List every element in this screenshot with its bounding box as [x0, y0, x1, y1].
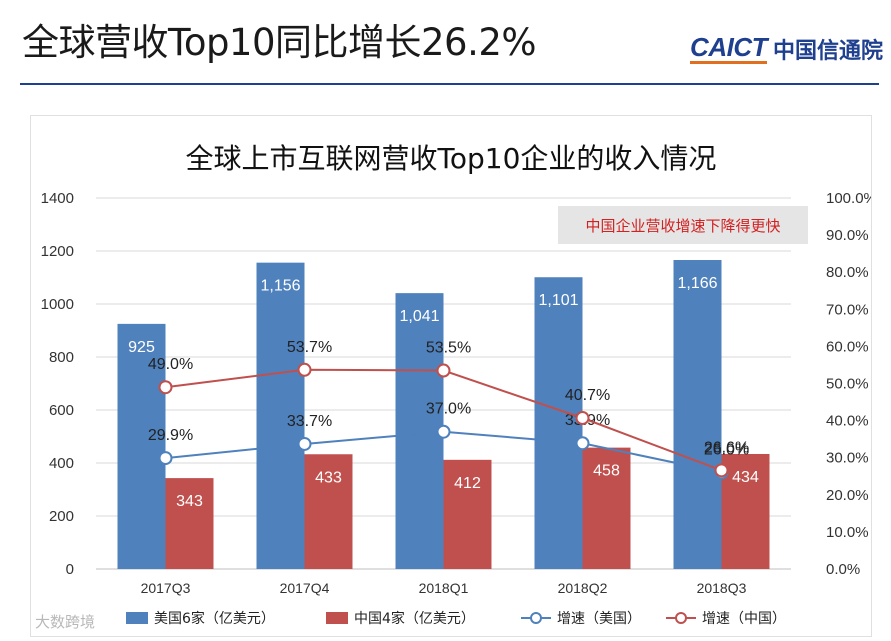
chart-frame: 全球上市互联网营收Top10企业的收入情况 0 200 400 600 800 1000 1…: [30, 115, 877, 637]
line-point: [714, 463, 729, 478]
bar: [721, 453, 770, 569]
point-value-label: 53.7%: [287, 339, 332, 356]
bar-value-label: 1,166: [677, 275, 717, 292]
legend-swatch: [126, 612, 148, 624]
x-tick-label: 2017Q4: [280, 580, 330, 596]
bar: [395, 293, 444, 569]
y2-tick-label: 10.0%: [826, 524, 869, 541]
bar-value-label: 458: [593, 463, 620, 480]
legend-marker: [675, 612, 687, 624]
y-tick-label: 0: [66, 561, 74, 578]
annotation-box: [558, 206, 808, 244]
y-tick-label: 1200: [41, 243, 74, 260]
y2-tick-label: 60.0%: [826, 338, 869, 355]
y2-tick-label: 30.0%: [826, 450, 869, 467]
line-layer: 29.9%33.7%37.0%33.9%26.0%49.0%53.7%53.5%…: [148, 339, 749, 480]
logo-chinese-name: 中国信通院: [772, 39, 883, 64]
caict-logo: CAICT 中国信通院: [690, 33, 883, 65]
logo-mark: CAICT: [690, 32, 767, 64]
point-value-label: 29.9%: [148, 427, 193, 444]
line-point: [436, 363, 451, 378]
corner-watermark: 大数跨境: [35, 613, 96, 631]
point-value-label: 40.7%: [565, 387, 610, 404]
x-tick-label: 2018Q1: [419, 580, 469, 596]
point-value-label: 26.6%: [704, 439, 749, 456]
bar: [304, 454, 353, 569]
legend-label: 增速（中国）: [702, 611, 786, 627]
line-point: [297, 436, 312, 451]
line-point: [436, 424, 451, 439]
bar-value-label: 1,041: [399, 308, 439, 325]
revenue-chart: 全球上市互联网营收Top10企业的收入情况 0 200 400 600 800 1000 1…: [41, 142, 877, 627]
bar: [443, 459, 492, 569]
bar-value-label: 412: [454, 475, 481, 492]
bar-value-label: 433: [315, 469, 342, 486]
bar: [165, 478, 214, 569]
point-value-label: 49.0%: [148, 356, 193, 373]
y2-tick-label: 50.0%: [826, 376, 869, 393]
y-tick-label: 1400: [41, 190, 74, 207]
line-point: [575, 436, 590, 451]
x-tick-label: 2017Q3: [141, 580, 191, 596]
bar-value-label: 343: [176, 493, 203, 510]
y-tick-label: 400: [49, 455, 74, 472]
annotation-text: 中国企业营收增速下降得更快: [585, 217, 780, 235]
bar-value-label: 1,156: [260, 278, 300, 295]
title-divider: [20, 83, 879, 85]
bar: [673, 260, 722, 569]
line-point: [158, 451, 173, 466]
bar: [117, 323, 166, 569]
legend-label: 增速（美国）: [557, 611, 641, 627]
bar: [256, 262, 305, 569]
y2-tick-label: 80.0%: [826, 264, 869, 281]
bar: [534, 277, 583, 569]
point-value-label: 33.7%: [287, 413, 332, 430]
legend-label: 中国4家（亿美元）: [354, 610, 475, 627]
point-value-label: 37.0%: [426, 401, 471, 418]
line-point: [158, 380, 173, 395]
bar: [582, 447, 631, 569]
y-tick-label: 1000: [41, 296, 74, 313]
annotation-layer: 中国企业营收增速下降得更快: [558, 206, 808, 244]
legend-swatch: [326, 612, 348, 624]
x-tick-label: 2018Q3: [697, 580, 747, 596]
y-tick-label: 600: [49, 402, 74, 419]
chart-title: 全球上市互联网营收Top10企业的收入情况: [186, 142, 717, 175]
y2-tick-label: 70.0%: [826, 301, 869, 318]
point-value-label: 26.0%: [704, 442, 749, 459]
y2-tick-label: 90.0%: [826, 227, 869, 244]
line-point: [575, 411, 590, 426]
y-tick-label: 800: [49, 349, 74, 366]
bar-value-label: 925: [128, 339, 155, 356]
page-title: 全球营收Top10同比增长26.2%: [22, 21, 537, 64]
y2-tick-label: 40.0%: [826, 413, 869, 430]
y-tick-label: 200: [49, 508, 74, 525]
x-tick-label: 2018Q2: [558, 580, 608, 596]
legend-marker: [530, 612, 542, 624]
y2-tick-label: 100.0%: [826, 190, 871, 207]
bar-value-label: 1,101: [538, 292, 578, 309]
y2-tick-label: 0.0%: [826, 561, 860, 578]
legend: 美国6家（亿美元） 中国4家（亿美元） 增速（美国） 增速（中国）: [126, 610, 786, 627]
bar-value-label: 434: [732, 469, 759, 486]
line-point: [297, 362, 312, 377]
legend-label: 美国6家（亿美元）: [154, 610, 275, 627]
y2-tick-label: 20.0%: [826, 487, 869, 504]
bar-layer: 925 1,156 1,041 1,101 1,166 343 433 412 458 434: [117, 260, 770, 569]
point-value-label: 53.5%: [426, 340, 471, 357]
